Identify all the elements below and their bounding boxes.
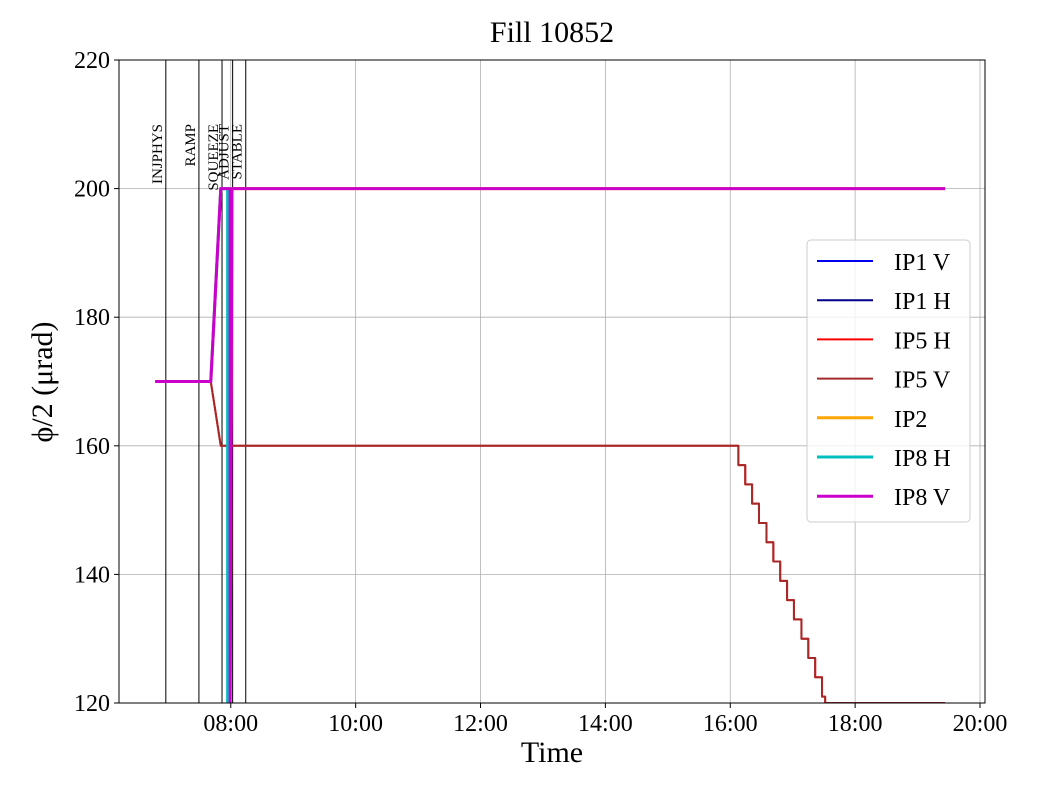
x-tick-label: 12:00 — [453, 711, 508, 737]
y-tick-label: 140 — [74, 562, 110, 588]
mode-label: RAMP — [183, 124, 199, 167]
x-tick-label: 20:00 — [953, 711, 1008, 737]
plot-frame — [118, 59, 986, 704]
legend-label: IP5 V — [894, 368, 951, 394]
x-tick-label: 08:00 — [203, 711, 258, 737]
x-axis-label: Time — [521, 736, 583, 769]
mode-label: ADJUST — [217, 124, 233, 180]
y-tick-label: 200 — [74, 177, 110, 203]
x-tick-label: 16:00 — [703, 711, 758, 737]
x-tick-label: 18:00 — [828, 711, 883, 737]
y-tick-label: 120 — [74, 691, 110, 717]
plot-lines — [155, 187, 946, 703]
chart-title: Fill 10852 — [490, 16, 614, 49]
y-tick-label: 220 — [74, 48, 110, 74]
y-tick-label: 160 — [74, 434, 110, 460]
ticks: 120 140 160 180 200 220 08:00 10:00 12:00 14:00 16… — [74, 48, 1007, 737]
series-line — [155, 380, 946, 703]
mode-label: STABLE — [230, 124, 246, 179]
legend: IP1 V IP1 H IP5 H IP5 V IP2 IP8 H IP8 V — [817, 250, 951, 511]
y-tick-label: 180 — [74, 305, 110, 331]
x-tick-label: 10:00 — [328, 711, 383, 737]
legend-label: IP1 V — [894, 250, 951, 276]
y-axis-label: ϕ/2 (μrad) — [26, 322, 59, 443]
legend-label: IP1 H — [894, 289, 951, 315]
legend-box — [806, 239, 971, 523]
legend-label: IP5 H — [894, 328, 951, 354]
legend-label: IP8 V — [894, 485, 951, 511]
mode-label: SQUEEZE — [206, 124, 222, 191]
series-line — [155, 187, 946, 703]
mode-label: INJPHYS — [150, 124, 166, 184]
legend-label: IP2 — [894, 407, 927, 433]
legend-label: IP8 H — [894, 446, 951, 472]
x-tick-label: 14:00 — [578, 711, 633, 737]
